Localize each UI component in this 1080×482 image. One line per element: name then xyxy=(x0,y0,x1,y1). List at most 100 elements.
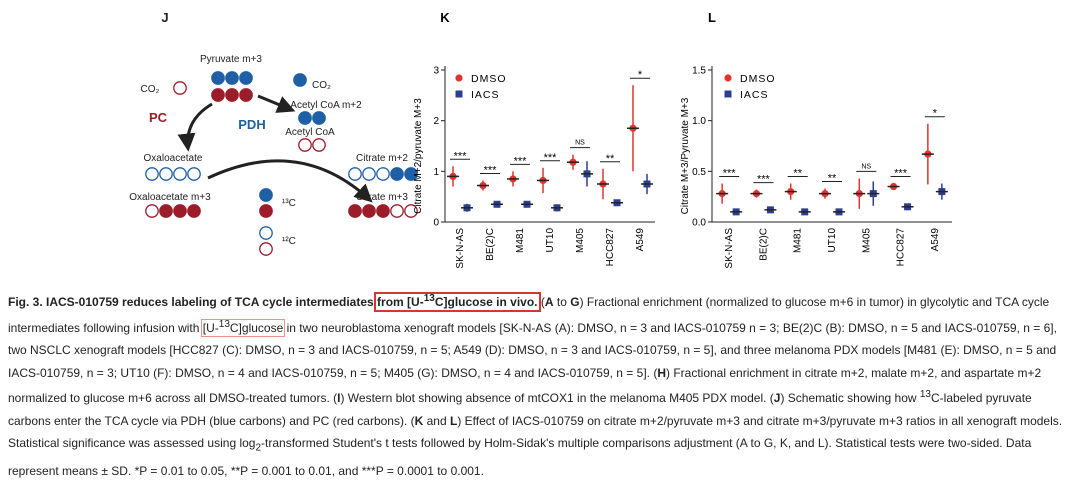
significance: *** xyxy=(454,150,468,162)
highlight: [U-13C]glucose xyxy=(200,318,286,337)
sub: 2 xyxy=(255,442,262,454)
significance: *** xyxy=(544,152,558,164)
label: CO₂ xyxy=(141,84,160,95)
carbon xyxy=(159,204,173,218)
text: ( xyxy=(537,295,545,309)
text: ) Effect of IACS-010759 on citrate m+2/p… xyxy=(8,413,1063,451)
significance: *** xyxy=(514,155,528,167)
x-tick-label: M481 xyxy=(793,228,804,253)
legend-label: IACS xyxy=(471,89,500,101)
sup: 13 xyxy=(423,293,435,304)
label: Acetyl CoA xyxy=(285,127,335,138)
legend-label: DMSO xyxy=(471,73,507,85)
panel-ref: J xyxy=(773,391,781,405)
x-tick-label: BE(2)C xyxy=(758,228,769,261)
x-tick-label: HCC827 xyxy=(896,228,907,267)
label: PC xyxy=(149,110,168,125)
label: Pyruvate m+3 xyxy=(200,54,262,65)
significance: *** xyxy=(894,167,908,179)
carbon xyxy=(173,204,187,218)
legend-marker xyxy=(724,90,732,98)
y-tick-label: 0.0 xyxy=(692,218,706,229)
panel-label: L xyxy=(708,10,716,25)
significance: ** xyxy=(793,167,802,179)
carbon xyxy=(376,167,390,181)
x-tick-label: UT10 xyxy=(827,228,838,253)
legend-marker xyxy=(455,90,463,98)
significance: * xyxy=(638,69,643,81)
carbon xyxy=(348,204,362,218)
panel-ref: K xyxy=(414,413,424,428)
carbon xyxy=(259,188,273,202)
x-tick-label: HCC827 xyxy=(605,228,616,267)
carbon xyxy=(259,242,273,256)
x-tick-label: SK-N-AS xyxy=(724,228,735,269)
label: Acetyl CoA m+2 xyxy=(290,100,362,111)
x-tick-label: A549 xyxy=(635,228,646,252)
carbon xyxy=(404,167,418,181)
carbon xyxy=(225,88,239,102)
significance: NS xyxy=(861,163,871,170)
panel-ref: G xyxy=(570,295,580,309)
carbon xyxy=(225,71,239,85)
carbon xyxy=(211,88,225,102)
carbon xyxy=(362,167,376,181)
figure: J Pyruvate m+3 CO₂ PC PDH CO₂ Acetyl CoA… xyxy=(129,10,952,269)
y-axis-label: Citrate M+3/Pyruvate M+3 xyxy=(680,97,691,214)
label: Citrate m+3 xyxy=(356,192,408,203)
legend-marker xyxy=(724,74,732,82)
highlight: from [U-13C]glucose in vivo. xyxy=(374,292,541,312)
carbon xyxy=(211,71,225,85)
text: to xyxy=(553,295,571,309)
caption: Fig. 3. IACS-010759 reduces labeling of … xyxy=(8,288,1072,482)
text: [U- xyxy=(202,320,219,335)
schematic: J Pyruvate m+3 CO₂ PC PDH CO₂ Acetyl CoA… xyxy=(129,10,418,256)
y-tick-label: 1.0 xyxy=(692,116,706,127)
label: PDH xyxy=(238,117,265,132)
x-tick-label: UT10 xyxy=(545,228,556,253)
carbon xyxy=(298,111,312,125)
caption-title: from [U- xyxy=(377,295,424,309)
panel-ref: A xyxy=(544,295,554,309)
text: ) Schematic showing how xyxy=(780,391,920,405)
panel-ref: H xyxy=(657,365,666,380)
y-tick-label: 3 xyxy=(433,66,439,77)
x-tick-label: M405 xyxy=(861,228,872,253)
x-tick-label: M405 xyxy=(575,228,586,253)
y-axis-label: Citrate M+2/pyruvate M+3 xyxy=(413,98,424,214)
text: C]glucose xyxy=(229,320,284,335)
label: CO₂ xyxy=(312,80,331,91)
text: and xyxy=(423,413,450,428)
x-tick-label: A549 xyxy=(930,228,941,252)
caption-title: Fig. 3. IACS-010759 reduces labeling of … xyxy=(8,295,378,309)
panel-ref: I xyxy=(337,391,341,405)
carbon xyxy=(145,204,159,218)
text: C-labeled pyruvate carbons enter the TCA… xyxy=(8,391,1032,428)
text: -transformed Student's t tests followed … xyxy=(8,436,1032,478)
label: ¹³C xyxy=(282,198,296,209)
x-tick-label: BE(2)C xyxy=(485,228,496,261)
carbon xyxy=(259,204,273,218)
y-tick-label: 1.5 xyxy=(692,66,706,77)
carbon xyxy=(293,73,307,87)
carbon xyxy=(239,71,253,85)
carbon xyxy=(259,226,273,240)
label: ¹²C xyxy=(282,236,296,247)
carbon xyxy=(159,167,173,181)
carbon xyxy=(239,88,253,102)
carbon xyxy=(173,167,187,181)
arrow xyxy=(177,102,213,152)
significance: *** xyxy=(484,164,498,176)
carbon xyxy=(187,167,201,181)
caption-title: C]glucose in vivo. xyxy=(434,295,538,309)
text: ) Fractional enrichment (normalized to g… xyxy=(8,295,1050,335)
panel-ref: L xyxy=(450,413,458,428)
carbon xyxy=(187,204,201,218)
legend-label: DMSO xyxy=(740,73,776,85)
carbon xyxy=(390,167,404,181)
arrow xyxy=(257,94,296,113)
text: ) Western blot showing absence of mtCOX1… xyxy=(340,391,774,405)
sup: 13 xyxy=(218,318,230,330)
x-tick-label: SK-N-AS xyxy=(455,228,466,269)
y-tick-label: 2 xyxy=(433,116,439,127)
